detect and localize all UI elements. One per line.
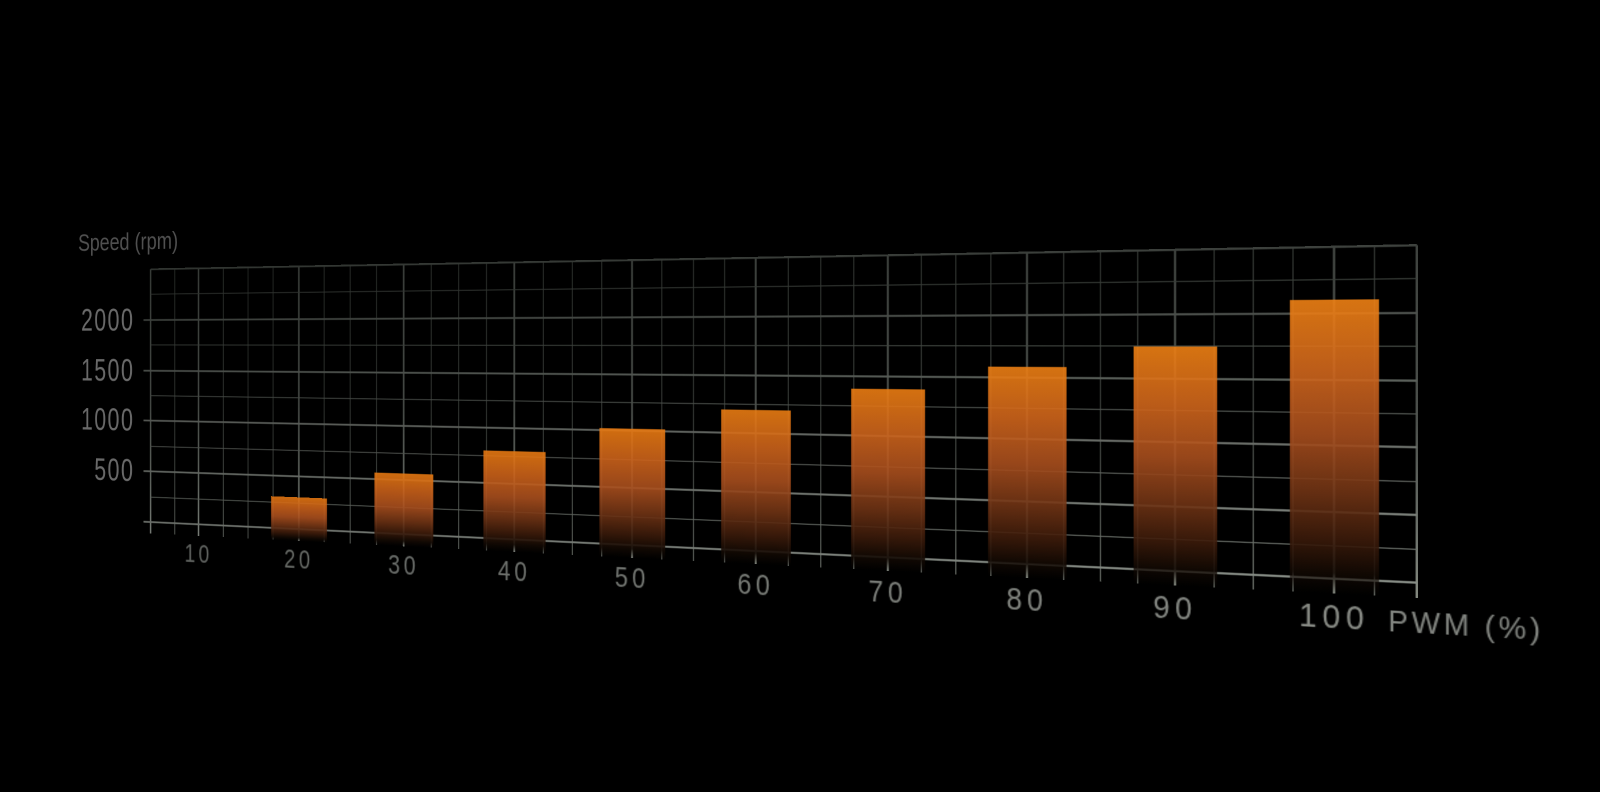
x-tick-label-80: 80 (1006, 581, 1048, 620)
y-axis-title: Speed (rpm) (78, 226, 179, 257)
x-tick-label-10: 10 (184, 538, 213, 570)
chart-plane: 10 20 30 40 50 60 70 80 90 100 500 1000 1500 2000 Sp… (78, 226, 1544, 647)
x-tick-label-40: 40 (498, 554, 532, 589)
x-tick-label-30: 30 (388, 549, 420, 582)
y-tick-label-500: 500 (94, 451, 135, 489)
y-tick-label-1000: 1000 (81, 401, 135, 439)
x-tick-label-60: 60 (737, 567, 775, 603)
y-tick-label-2000: 2000 (81, 301, 135, 338)
x-tick-label-70: 70 (868, 574, 907, 611)
x-axis-title: PWM (%) (1388, 603, 1545, 648)
x-tick-label-50: 50 (614, 560, 650, 596)
y-tick-label-1500: 1500 (81, 351, 135, 388)
x-tick-label-20: 20 (283, 543, 314, 576)
x-tick-label-90: 90 (1153, 588, 1198, 628)
